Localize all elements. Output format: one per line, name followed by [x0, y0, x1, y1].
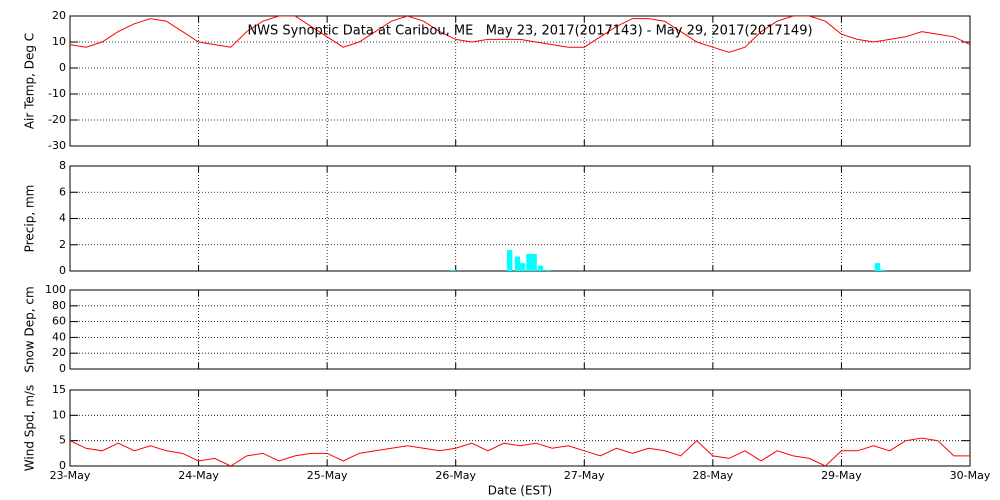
y-axis-label: Precip, mm	[23, 185, 37, 253]
bar	[537, 265, 544, 271]
y-tick-label: 60	[52, 315, 66, 328]
x-tick-label: 30-May	[950, 469, 991, 482]
y-tick-label: 20	[52, 346, 66, 359]
y-axis-label: Wind Spd, m/s	[23, 385, 37, 471]
plot-area	[450, 250, 886, 271]
plot-area	[70, 16, 970, 53]
bar	[531, 253, 537, 271]
bar	[519, 263, 526, 271]
plot-frame	[69, 15, 971, 147]
y-tick-label: 0	[59, 264, 66, 277]
x-axis-label: Date (EST)	[488, 484, 552, 498]
plot-area	[70, 437, 970, 466]
bar	[514, 256, 521, 271]
y-tick-label: 20	[52, 9, 66, 22]
y-tick-label: 6	[59, 185, 66, 198]
y-tick-label: -10	[48, 87, 66, 100]
chart-title: NWS Synoptic Data at Caribou, ME May 23,…	[247, 24, 812, 39]
x-tick-label: 23-May	[50, 469, 91, 482]
bar	[879, 269, 886, 271]
y-axis-label: Snow Dep, cm	[23, 286, 37, 372]
y-tick-label: 40	[52, 330, 66, 343]
y-tick-label: 100	[45, 283, 66, 296]
y-tick-label: 0	[59, 459, 66, 472]
bar	[545, 269, 551, 271]
y-tick-label: 0	[59, 61, 66, 74]
y-tick-label: 0	[59, 362, 66, 375]
y-tick-label: 8	[59, 159, 66, 172]
bar	[526, 253, 532, 271]
y-tick-label: -30	[48, 139, 66, 152]
y-tick-label: -20	[48, 113, 66, 126]
y-tick-label: 10	[52, 408, 66, 421]
y-tick-label: 4	[59, 212, 66, 225]
y-tick-label: 2	[59, 238, 66, 251]
x-tick-label: 24-May	[178, 469, 219, 482]
x-tick-label: 29-May	[821, 469, 862, 482]
bar	[874, 263, 881, 271]
plot-frame	[69, 389, 971, 467]
x-tick-label: 26-May	[435, 469, 476, 482]
x-tick-label: 25-May	[307, 469, 348, 482]
y-tick-label: 5	[59, 434, 66, 447]
bar	[507, 250, 513, 271]
y-tick-label: 10	[52, 35, 66, 48]
bar	[450, 269, 456, 271]
y-axis-label: Air Temp, Deg C	[23, 33, 37, 129]
y-tick-label: 15	[52, 383, 66, 396]
x-tick-label: 28-May	[692, 469, 733, 482]
data-line	[70, 16, 970, 53]
plot-frame	[69, 289, 971, 370]
x-tick-label: 27-May	[564, 469, 605, 482]
y-tick-label: 80	[52, 299, 66, 312]
data-line	[70, 437, 970, 466]
